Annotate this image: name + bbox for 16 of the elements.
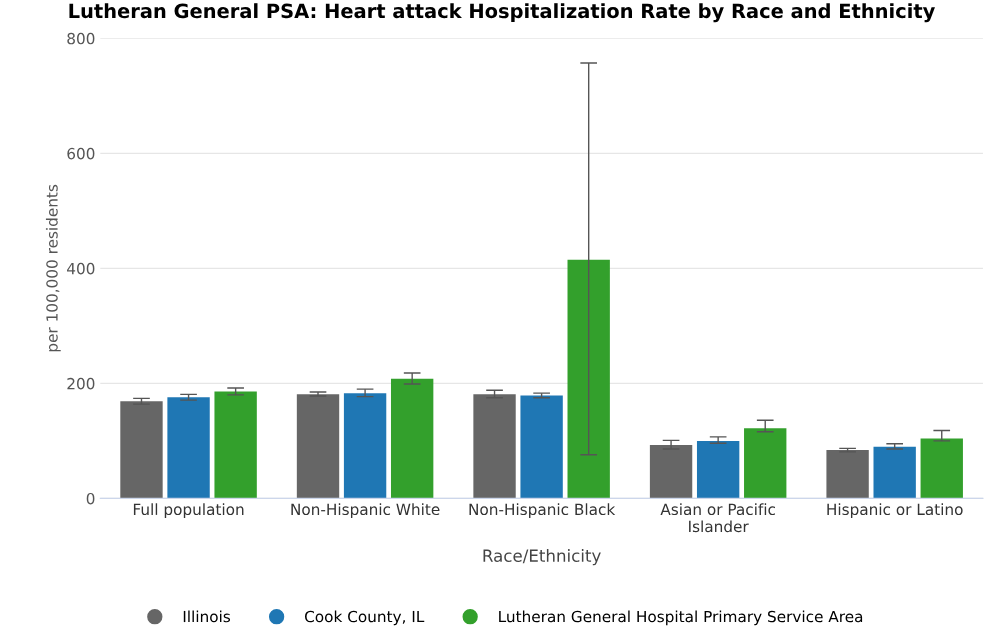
x-axis-title: Race/Ethnicity — [483, 549, 601, 566]
chart-title: Lutheran General PSA: Heart attack Hospitalization Rate by Race and Ethnicity — [69, 3, 935, 23]
legend-label: Illinois — [183, 610, 231, 623]
x-tick-label: Asian or Pacific Islander — [660, 503, 775, 533]
legend-label: Lutheran General Hospital Primary Service Area — [499, 610, 863, 626]
legend-label: Cook County, IL — [304, 610, 425, 626]
y-tick-label: 800 — [67, 32, 95, 45]
y-tick-label: 600 — [67, 147, 95, 160]
y-axis-title: per 100,000 residents — [45, 184, 61, 352]
x-tick-label: Non-Hispanic Black — [469, 503, 616, 519]
x-tick-label: Hispanic or Latino — [827, 503, 963, 519]
x-tick-label: Full population — [133, 503, 244, 519]
y-tick-label: 200 — [67, 377, 95, 390]
x-tick-label: Non-Hispanic White — [291, 503, 440, 519]
y-tick-label: 0 — [86, 492, 95, 505]
y-tick-label: 400 — [67, 262, 95, 275]
